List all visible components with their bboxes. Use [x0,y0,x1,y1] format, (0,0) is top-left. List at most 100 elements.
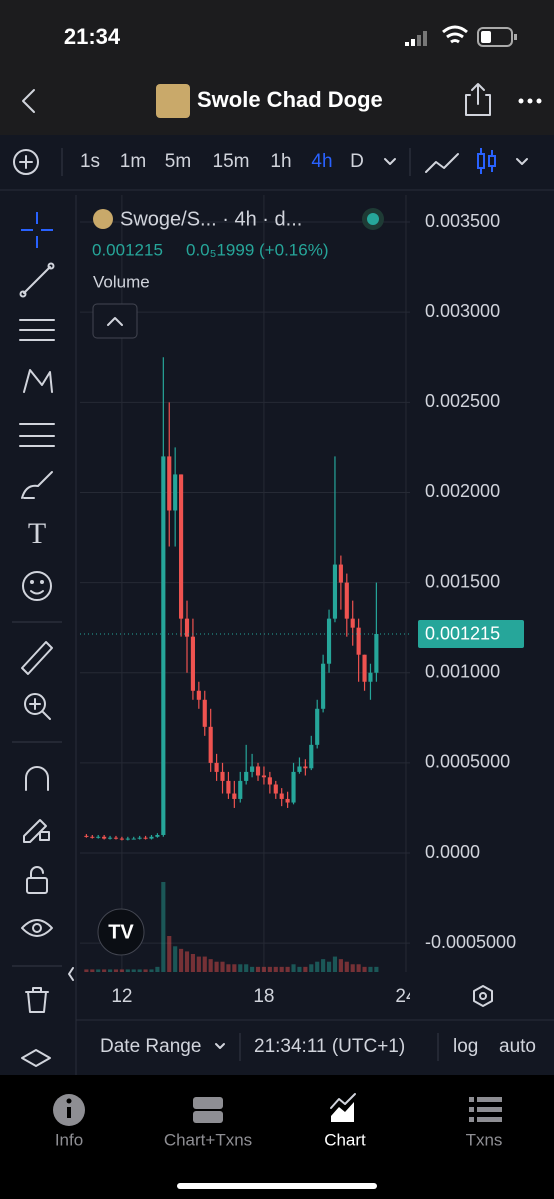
candle-body [344,582,349,619]
candle-body [255,766,261,776]
candle-body [226,780,231,794]
lock-draw-tool[interactable] [23,819,50,843]
volume-bar [214,961,219,972]
ruler-tool[interactable] [21,641,53,675]
volume-bar [250,966,255,972]
volume-bar [321,959,326,972]
text-tool[interactable]: T [28,517,46,550]
volume-bar [273,966,278,972]
candle-body [184,618,190,637]
candle-body [326,618,332,664]
volume-bar [279,966,284,972]
candle-body [309,744,314,769]
candle-body [232,793,237,799]
magnet-tool[interactable] [25,766,49,791]
interval-button[interactable]: 15m [213,151,250,172]
interval-button[interactable]: D [350,151,364,172]
interval-button[interactable]: 5m [165,151,191,172]
interval-button[interactable]: 4h [311,151,332,172]
candle-body [161,456,166,835]
auto-toggle[interactable]: auto [499,1036,536,1057]
zoom-tool[interactable] [24,693,51,720]
fib-tool[interactable] [19,319,55,341]
delete-tool[interactable] [25,987,49,1013]
volume-bar [190,954,195,972]
volume-bar [208,959,213,972]
candle-body [338,564,343,583]
volume-bar [173,946,178,972]
date-range-chevron[interactable] [215,1043,225,1049]
crosshair-tool[interactable] [21,212,53,248]
volume-bar [309,964,314,972]
pattern-tool[interactable] [23,369,53,393]
candle-body [273,784,278,794]
volume-bar [131,969,136,972]
volume-bar [184,951,190,972]
volume-bar [125,969,130,972]
prediction-tool[interactable] [19,423,55,447]
candle-body [96,836,101,838]
volume-bar [226,964,231,972]
tab-label[interactable]: Chart [324,1130,366,1149]
tradingview-logo: TV [97,908,145,956]
volume-bar [119,969,124,972]
brush-tool[interactable] [21,471,53,499]
candle-body [113,837,119,839]
candle-body [179,474,184,619]
log-toggle[interactable]: log [453,1036,478,1057]
back-button[interactable] [22,89,35,113]
visibility-tool[interactable] [21,919,53,937]
interval-button[interactable]: 1h [270,151,291,172]
interval-button[interactable]: 1m [120,151,146,172]
y-tick-label: 0.0000 [425,842,480,862]
collapse-legend-button[interactable] [92,303,138,339]
token-avatar [156,84,190,118]
tab-label[interactable]: Txns [466,1130,503,1149]
status-icons [405,25,517,47]
style-chevron[interactable] [516,158,528,165]
settings-button[interactable] [473,985,493,1007]
svg-text:TV: TV [108,921,134,943]
candle-body [208,726,213,763]
date-range-button[interactable]: Date Range [100,1036,201,1057]
chart-icon [330,1093,356,1122]
candle-body [368,672,373,682]
line-style-button[interactable] [425,153,459,173]
share-button[interactable] [465,83,491,116]
tab-label[interactable]: Info [55,1130,83,1149]
tab-label[interactable]: Chart+Txns [164,1130,252,1149]
candle-body [137,837,142,839]
candle-body [303,766,308,769]
legend-change: 0.0₅1999 (+0.16%) [186,240,328,259]
candle-body [196,690,201,700]
volume-bar [96,969,101,972]
volume-bar [374,966,379,972]
lock-tool[interactable] [26,866,48,894]
volume-bar [303,966,308,972]
candle-body [291,771,296,803]
emoji-tool[interactable] [22,571,52,601]
volume-bar [137,969,142,972]
candle-body [315,708,320,745]
add-indicator[interactable] [13,149,39,175]
collapse-tools[interactable] [68,967,74,981]
candle-style-button[interactable] [477,148,496,174]
trendline-tool[interactable] [19,262,55,298]
more-button[interactable] [518,98,542,104]
candle-body [362,654,367,682]
live-indicator [367,213,379,225]
legend-avatar [93,209,113,229]
interval-chevron[interactable] [384,158,396,165]
candle-body [261,775,267,778]
candle-body [167,456,172,511]
candle-body [374,633,379,673]
y-tick-label: 0.003000 [425,301,500,321]
volume-bar [149,969,154,972]
candle-body [155,834,160,837]
interval-list: 1s 1m 5m 15m 1h 4h D [80,151,364,172]
volume-bar [350,964,355,972]
y-tick-label: 0.002500 [425,391,500,411]
interval-button[interactable]: 1s [80,151,100,172]
y-tick-label: 0.0005000 [425,752,510,772]
